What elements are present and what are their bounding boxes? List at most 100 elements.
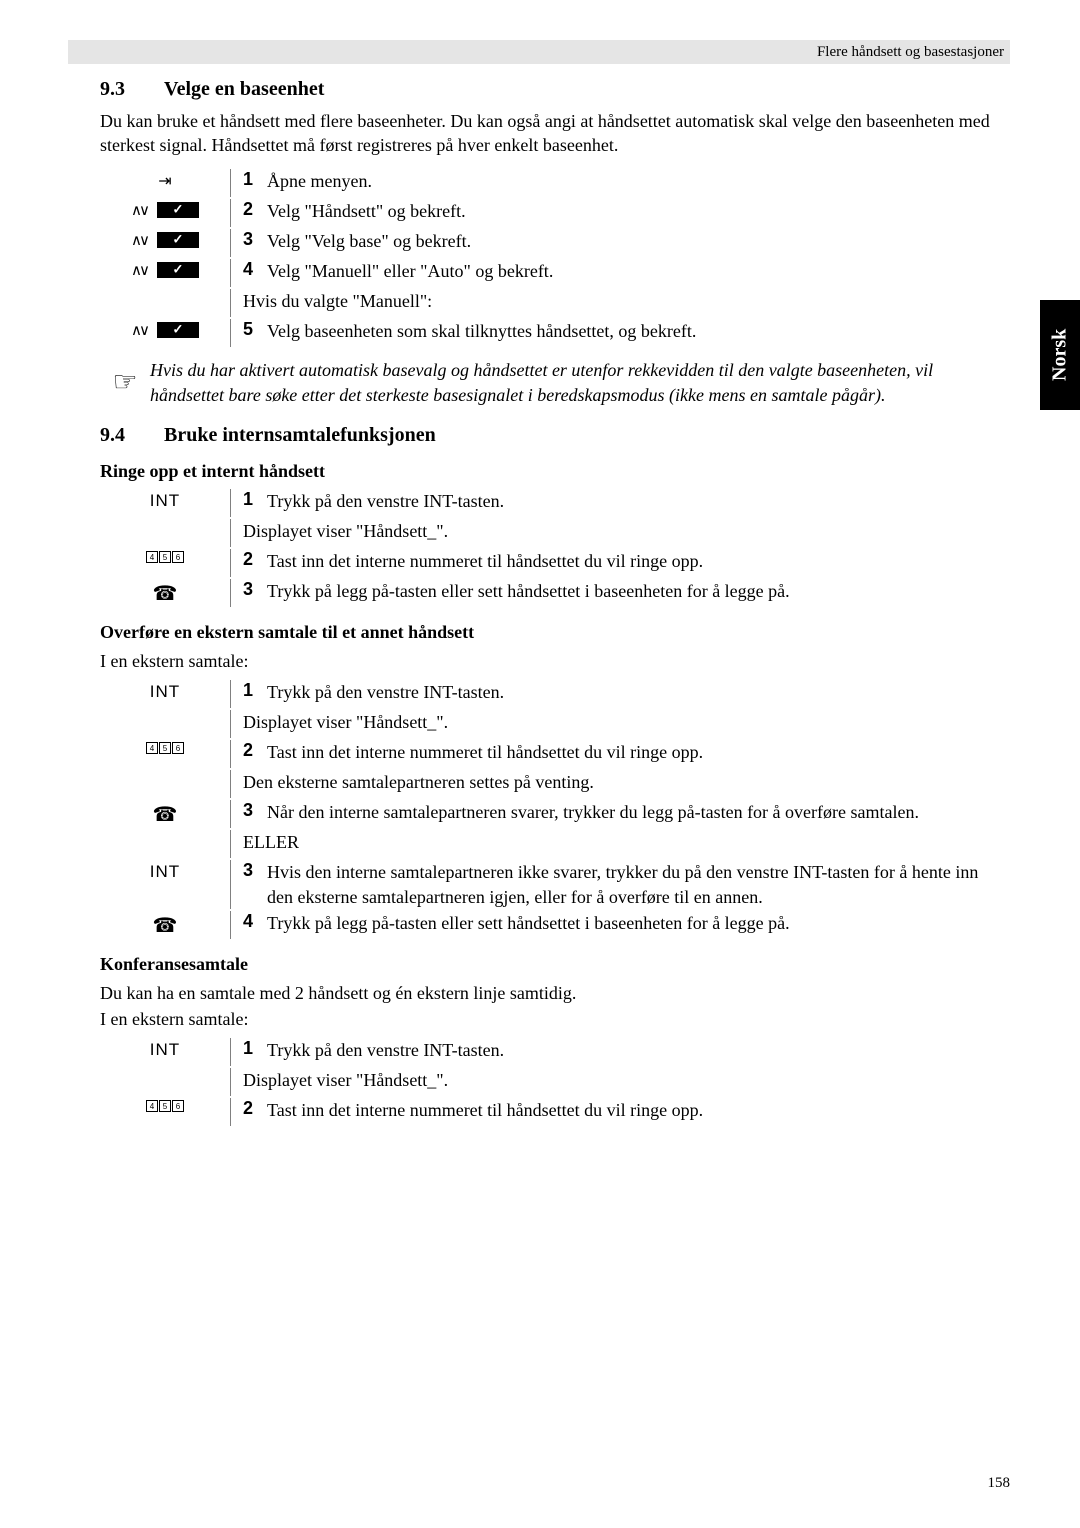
int-icon: INT [150,682,180,702]
step-text: Trykk på legg på-tasten eller sett hånds… [267,579,1010,603]
step-num: 2 [243,199,267,220]
step-num: 3 [243,800,267,821]
step-row: INT 1 Trykk på den venstre INT-tasten. [100,1037,1010,1067]
menu-icon: ⇥ [158,171,171,191]
step-row: 456 2 Tast inn det interne nummeret til … [100,739,1010,769]
step-row: INT 1 Trykk på den venstre INT-tasten. [100,488,1010,518]
step-num: 4 [243,259,267,280]
step-row: ☎ 3 Trykk på legg på-tasten eller sett h… [100,578,1010,608]
step-row: ☎ 4 Trykk på legg på-tasten eller sett h… [100,910,1010,940]
step-num: 3 [243,860,267,881]
page-number: 158 [988,1475,1011,1492]
language-tab: Norsk [1040,300,1080,410]
updown-icon: ∧∨ [131,261,147,279]
step-text: Trykk på den venstre INT-tasten. [267,489,1010,513]
int-icon: INT [150,1040,180,1060]
step-text: Velg baseenheten som skal tilknyttes hån… [267,319,1010,343]
step-num: 5 [243,319,267,340]
section-9-3-intro: Du kan bruke et håndsett med flere basee… [100,109,1010,158]
step-text: Den eksterne samtalepartneren settes på … [243,770,1010,794]
step-text: Hvis den interne samtalepartneren ikke s… [267,860,1010,909]
step-row: Den eksterne samtalepartneren settes på … [100,769,1010,799]
step-text: Hvis du valgte "Manuell": [243,289,1010,313]
section-num: 9.3 [100,78,164,101]
updown-icon: ∧∨ [131,231,147,249]
step-text: Tast inn det interne nummeret til håndse… [267,549,1010,573]
step-row: Displayet viser "Håndsett_". [100,709,1010,739]
keypad-icon: 456 [146,551,184,563]
header-bar: Flere håndsett og basestasjoner [68,40,1010,64]
step-row: Displayet viser "Håndsett_". [100,518,1010,548]
step-num: 4 [243,911,267,932]
int-icon: INT [150,491,180,511]
section-9-3-heading: 9.3Velge en baseenhet [100,78,1010,101]
sub-b-heading: Overføre en ekstern samtale til et annet… [100,622,1010,643]
handset-icon: ☎ [153,913,178,938]
note-9-3: ☞ Hvis du har aktivert automatisk baseva… [100,358,1010,408]
step-text: Tast inn det interne nummeret til håndse… [267,740,1010,764]
confirm-icon [157,202,199,218]
confirm-icon [157,262,199,278]
note-icon: ☞ [112,367,137,398]
section-num: 9.4 [100,424,164,447]
step-text: Displayet viser "Håndsett_". [243,710,1010,734]
step-text: Trykk på den venstre INT-tasten. [267,680,1010,704]
sub-b-intro: I en ekstern samtale: [100,649,1010,673]
sub-a-heading: Ringe opp et internt håndsett [100,461,1010,482]
int-icon: INT [150,862,180,882]
step-num: 2 [243,549,267,570]
keypad-icon: 456 [146,742,184,754]
steps-9-3: ⇥ 1 Åpne menyen. ∧∨ 2 Velg "Håndsett" og… [100,168,1010,348]
section-9-4-heading: 9.4Bruke internsamtalefunksjonen [100,424,1010,447]
step-row: ELLER [100,829,1010,859]
step-text: Velg "Manuell" eller "Auto" og bekreft. [267,259,1010,283]
updown-icon: ∧∨ [131,321,147,339]
step-row: ∧∨ 4 Velg "Manuell" eller "Auto" og bekr… [100,258,1010,288]
breadcrumb: Flere håndsett og basestasjoner [817,44,1004,61]
sub-c-heading: Konferansesamtale [100,954,1010,975]
step-row: ∧∨ 2 Velg "Håndsett" og bekreft. [100,198,1010,228]
step-text: Når den interne samtalepartneren svarer,… [267,800,1010,824]
step-num: 2 [243,740,267,761]
steps-9-4a: INT 1 Trykk på den venstre INT-tasten. D… [100,488,1010,608]
step-num: 2 [243,1098,267,1119]
step-num: 1 [243,1038,267,1059]
step-row: ☎ 3 Når den interne samtalepartneren sva… [100,799,1010,829]
step-row: Hvis du valgte "Manuell": [100,288,1010,318]
step-text: Trykk på legg på-tasten eller sett hånds… [267,911,1010,935]
step-row: Displayet viser "Håndsett_". [100,1067,1010,1097]
step-num: 3 [243,579,267,600]
step-row: ∧∨ 3 Velg "Velg base" og bekreft. [100,228,1010,258]
step-text: Velg "Velg base" og bekreft. [267,229,1010,253]
step-text: Velg "Håndsett" og bekreft. [267,199,1010,223]
step-num: 1 [243,169,267,190]
step-row: 456 2 Tast inn det interne nummeret til … [100,548,1010,578]
confirm-icon [157,322,199,338]
step-row: ∧∨ 5 Velg baseenheten som skal tilknytte… [100,318,1010,348]
step-text: Displayet viser "Håndsett_". [243,1068,1010,1092]
keypad-icon: 456 [146,1100,184,1112]
step-num: 1 [243,680,267,701]
step-row: INT 1 Trykk på den venstre INT-tasten. [100,679,1010,709]
confirm-icon [157,232,199,248]
step-row: ⇥ 1 Åpne menyen. [100,168,1010,198]
step-text: Displayet viser "Håndsett_". [243,519,1010,543]
step-row: INT 3 Hvis den interne samtalepartneren … [100,859,1010,910]
step-text: Trykk på den venstre INT-tasten. [267,1038,1010,1062]
handset-icon: ☎ [153,802,178,827]
section-title: Bruke internsamtalefunksjonen [164,424,436,446]
sub-c-intro1: Du kan ha en samtale med 2 håndsett og é… [100,981,1010,1005]
updown-icon: ∧∨ [131,201,147,219]
step-text: Åpne menyen. [267,169,1010,193]
handset-icon: ☎ [153,581,178,606]
step-num: 1 [243,489,267,510]
sub-c-intro2: I en ekstern samtale: [100,1007,1010,1031]
step-text: ELLER [243,830,1010,854]
section-title: Velge en baseenhet [164,78,324,100]
step-text: Tast inn det interne nummeret til håndse… [267,1098,1010,1122]
steps-9-4b: INT 1 Trykk på den venstre INT-tasten. D… [100,679,1010,940]
steps-9-4c: INT 1 Trykk på den venstre INT-tasten. D… [100,1037,1010,1127]
step-num: 3 [243,229,267,250]
step-row: 456 2 Tast inn det interne nummeret til … [100,1097,1010,1127]
note-text: Hvis du har aktivert automatisk basevalg… [150,358,1010,408]
